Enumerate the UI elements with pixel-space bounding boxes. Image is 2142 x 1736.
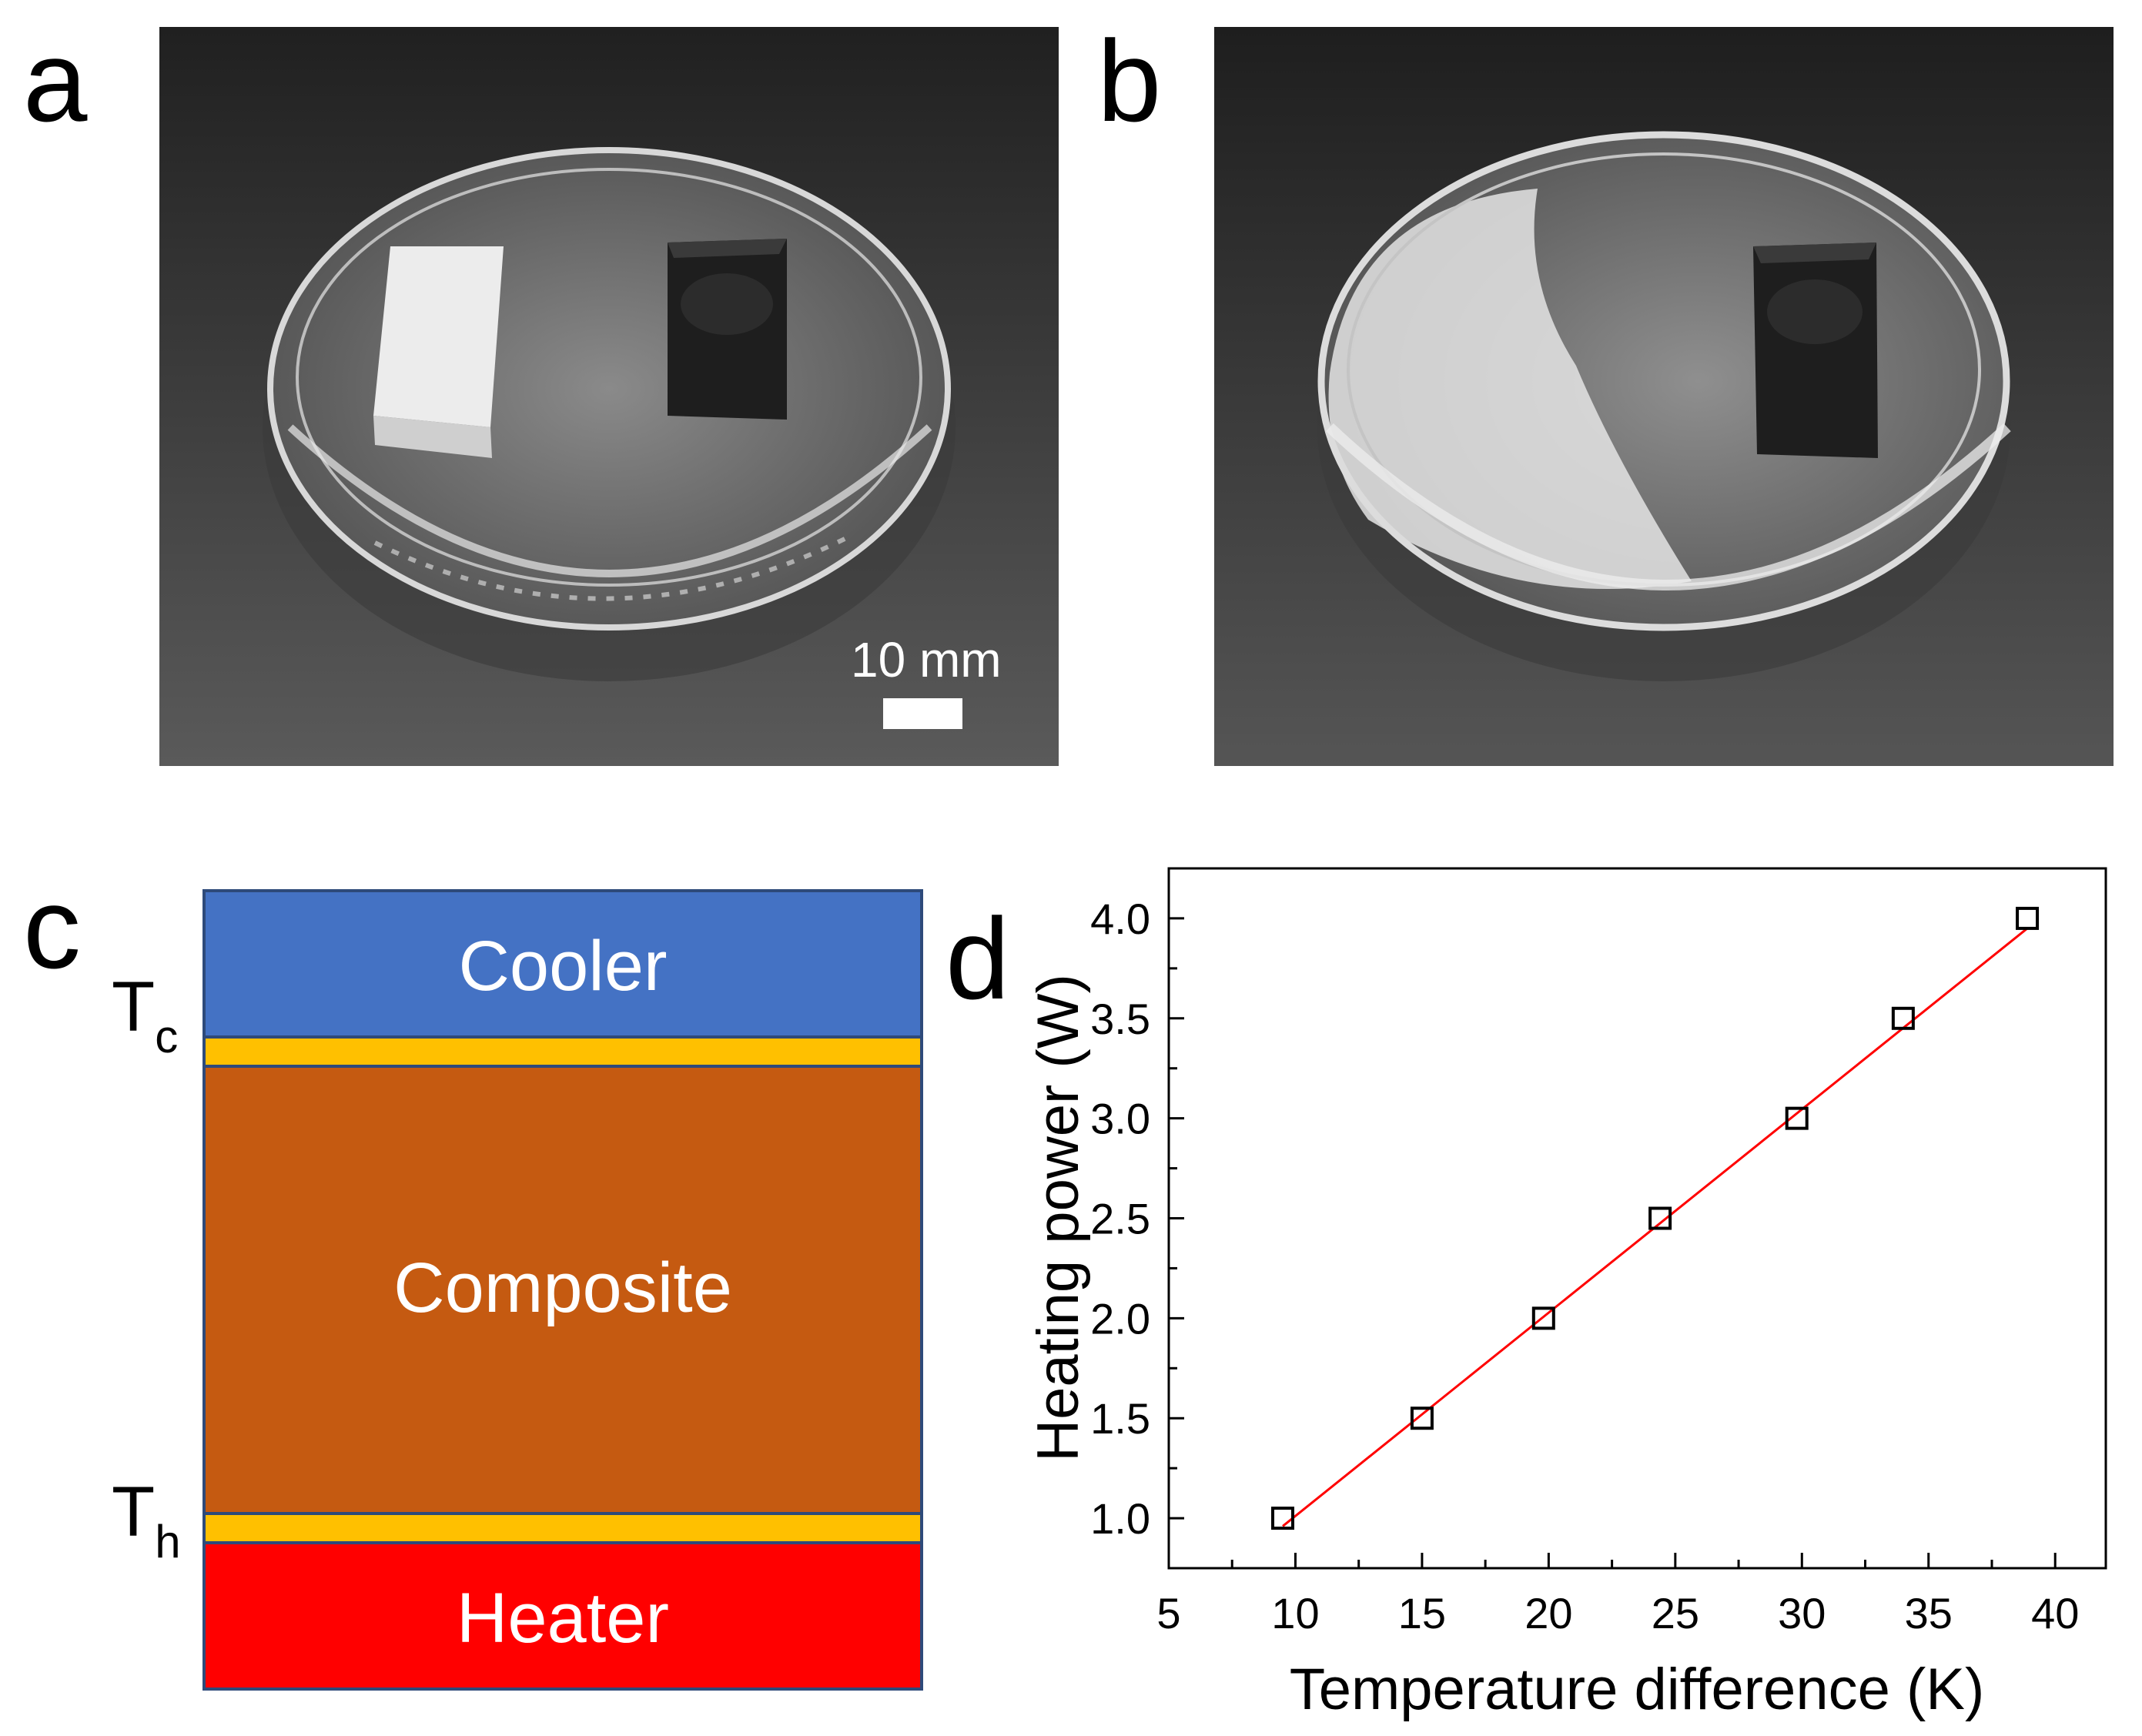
y-tick-label: 2.5: [1090, 1195, 1150, 1243]
x-tick-label: 20: [1525, 1589, 1572, 1637]
composite-label: Composite: [393, 1249, 732, 1327]
scale-bar-label: 10 mm: [851, 632, 1002, 687]
panel-d-letter: d: [945, 894, 1010, 1023]
t-cold-base: T: [112, 968, 156, 1046]
y-tick-label: 3.0: [1090, 1095, 1150, 1143]
x-tick-label: 40: [2031, 1589, 2079, 1637]
y-tick-label: 3.5: [1090, 995, 1150, 1043]
t-cold-sub: c: [155, 1011, 179, 1062]
x-tick-label: 10: [1271, 1589, 1319, 1637]
data-point: [1271, 1507, 1295, 1530]
x-axis-label: Temperature difference (K): [1290, 1657, 1985, 1722]
panel-a-letter: a: [23, 16, 88, 146]
y-axis-label: Heating power (W): [1026, 974, 1091, 1462]
x-tick-label: 30: [1778, 1589, 1826, 1637]
petri-dish-illustration-a: [159, 27, 1059, 766]
y-tick-label: 1.5: [1090, 1394, 1150, 1443]
data-point: [2016, 906, 2040, 930]
heater-label: Heater: [456, 1579, 670, 1657]
y-axis-ticks: 1.0 1.5 2.0 2.5 3.0 3.5 4.0: [1090, 895, 1184, 1543]
plot-frame: [1167, 867, 2107, 1570]
x-tick-label: 5: [1156, 1589, 1180, 1637]
x-tick-label: 25: [1652, 1589, 1699, 1637]
data-point: [1785, 1106, 1809, 1130]
petri-dish-illustration-b: [1214, 27, 2114, 766]
t-cold-label: Tc: [112, 972, 178, 1060]
x-axis-ticks: 5 10 15 20 25 30 35 40: [1156, 1553, 2079, 1637]
interface-bottom: [202, 1512, 923, 1544]
scale-bar: [883, 698, 962, 729]
t-hot-base: T: [112, 1473, 156, 1551]
cooler-label: Cooler: [458, 927, 668, 1005]
t-hot-sub: h: [155, 1516, 181, 1567]
interface-top: [202, 1035, 923, 1068]
frozen-region: [1328, 189, 1692, 589]
x-tick-label: 15: [1398, 1589, 1446, 1637]
photo-panel-a: 10 mm: [159, 27, 1059, 766]
data-point: [1531, 1306, 1555, 1330]
panel-c-letter: c: [23, 863, 81, 992]
data-points: [1271, 906, 2040, 1530]
composite-layer: Composite: [202, 1068, 923, 1512]
data-point: [1891, 1006, 1915, 1030]
data-point: [1410, 1407, 1434, 1430]
y-tick-label: 4.0: [1090, 895, 1150, 943]
cooler-layer: Cooler: [202, 889, 923, 1035]
x-tick-label: 35: [1905, 1589, 1953, 1637]
y-tick-label: 2.0: [1090, 1294, 1150, 1343]
heater-layer: Heater: [202, 1544, 923, 1691]
data-point: [1648, 1206, 1672, 1230]
white-block: [373, 246, 504, 427]
y-tick-label: 1.0: [1090, 1494, 1150, 1543]
photo-panel-b: [1214, 27, 2114, 766]
t-hot-label: Th: [112, 1477, 181, 1565]
panel-b-letter: b: [1097, 16, 1162, 146]
